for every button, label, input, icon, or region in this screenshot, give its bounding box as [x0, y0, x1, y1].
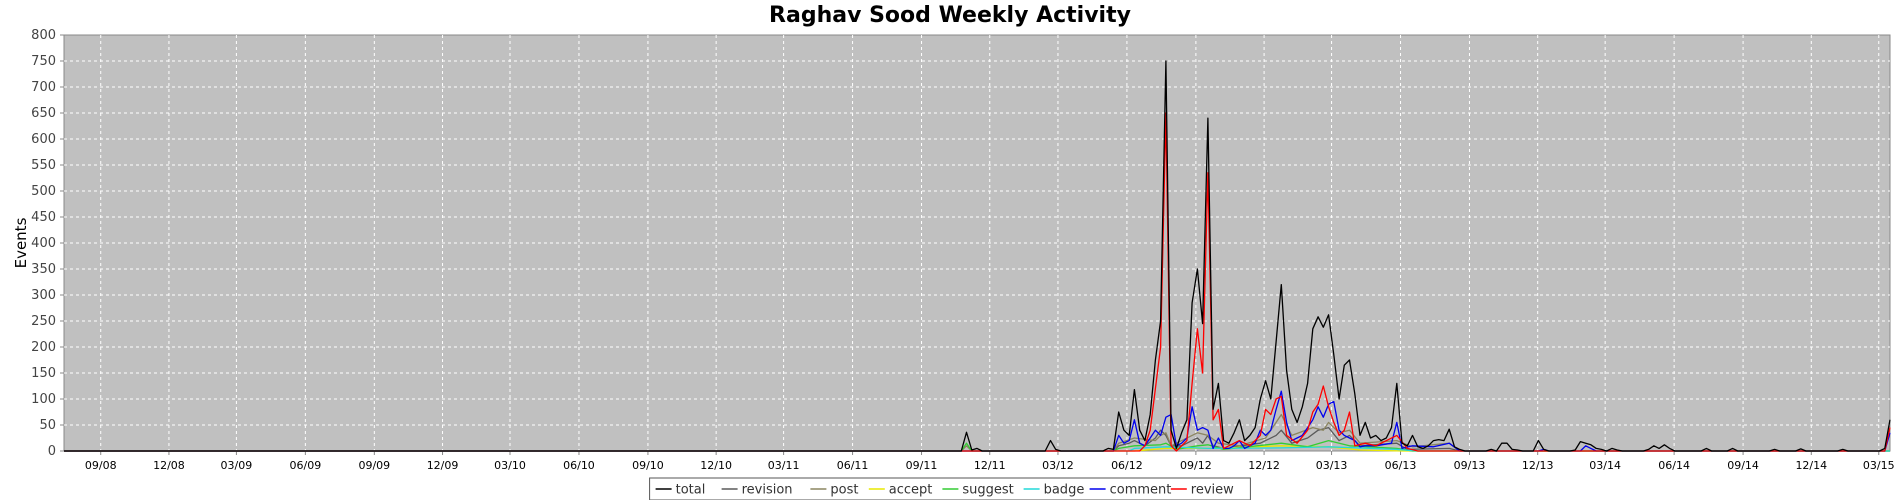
y-tick-label: 450 — [31, 210, 56, 225]
y-tick-label: 200 — [31, 340, 56, 355]
x-tick-label: 03/15 — [1863, 459, 1895, 472]
y-tick-label: 300 — [31, 288, 56, 303]
y-tick-label: 650 — [31, 106, 56, 121]
x-tick-label: 12/10 — [700, 459, 732, 472]
x-tick-label: 06/10 — [563, 459, 595, 472]
series-line-total — [64, 60, 1891, 452]
x-tick-label: 03/14 — [1589, 459, 1621, 472]
legend-label-suggest: suggest — [962, 483, 1013, 498]
x-tick-label: 12/11 — [974, 459, 1006, 472]
y-tick-label: 100 — [31, 392, 56, 407]
y-tick-label: 150 — [31, 366, 56, 381]
x-tick-label: 12/13 — [1522, 459, 1554, 472]
y-tick-label: 600 — [31, 132, 56, 147]
y-tick-label: 800 — [31, 28, 56, 43]
x-tick-label: 12/14 — [1795, 459, 1827, 472]
x-tick-label: 03/10 — [494, 459, 526, 472]
y-tick-label: 750 — [31, 54, 56, 69]
legend-label-post: post — [830, 483, 858, 498]
x-tick-label: 06/09 — [290, 459, 322, 472]
x-tick-label: 12/09 — [427, 459, 459, 472]
x-tick-label: 03/11 — [768, 459, 800, 472]
x-tick-label: 06/13 — [1385, 459, 1417, 472]
y-tick-label: 350 — [31, 262, 56, 277]
x-tick-label: 09/09 — [358, 459, 390, 472]
x-tick-label: 09/10 — [632, 459, 664, 472]
series-line-accept — [64, 445, 1890, 452]
y-tick-label: 700 — [31, 80, 56, 95]
chart-title: Raghav Sood Weekly Activity — [769, 3, 1131, 28]
legend-label-revision: revision — [742, 483, 793, 498]
legend-label-badge: badge — [1044, 483, 1085, 498]
y-tick-label: 500 — [31, 184, 56, 199]
x-tick-label: 03/12 — [1042, 459, 1074, 472]
legend: total revision post accept suggest badge comme… — [649, 477, 1251, 500]
plot-area: 0 50 100 150 200 250 300 350 400 450 500 550 600 650 7… — [31, 28, 1894, 472]
y-tick-label: 550 — [31, 158, 56, 173]
x-tick-label: 09/13 — [1454, 459, 1486, 472]
x-tick-label: 09/14 — [1727, 459, 1759, 472]
x-tick-label: 03/09 — [221, 459, 253, 472]
series-line-review — [64, 112, 1891, 452]
y-tick-label: 400 — [31, 236, 56, 251]
y-tick-label: 0 — [48, 444, 56, 459]
legend-label-accept: accept — [889, 483, 933, 498]
x-tick-label: 12/08 — [153, 459, 185, 472]
x-tick-label: 09/08 — [85, 459, 117, 472]
series-line-comment — [64, 390, 1891, 452]
x-tick-label: 06/14 — [1658, 459, 1690, 472]
y-tick-label: 50 — [39, 418, 56, 433]
x-tick-label: 03/13 — [1316, 459, 1348, 472]
x-tick-label: 12/12 — [1248, 459, 1280, 472]
y-axis-label: Events — [12, 217, 30, 268]
legend-label-comment: comment — [1110, 483, 1172, 498]
x-tick-label: 06/12 — [1111, 459, 1143, 472]
legend-label-review: review — [1191, 483, 1234, 498]
x-tick-label: 09/11 — [906, 459, 938, 472]
y-tick-label: 250 — [31, 314, 56, 329]
legend-label-total: total — [676, 483, 706, 498]
x-tick-label: 09/12 — [1180, 459, 1212, 472]
x-tick-label: 06/11 — [837, 459, 869, 472]
